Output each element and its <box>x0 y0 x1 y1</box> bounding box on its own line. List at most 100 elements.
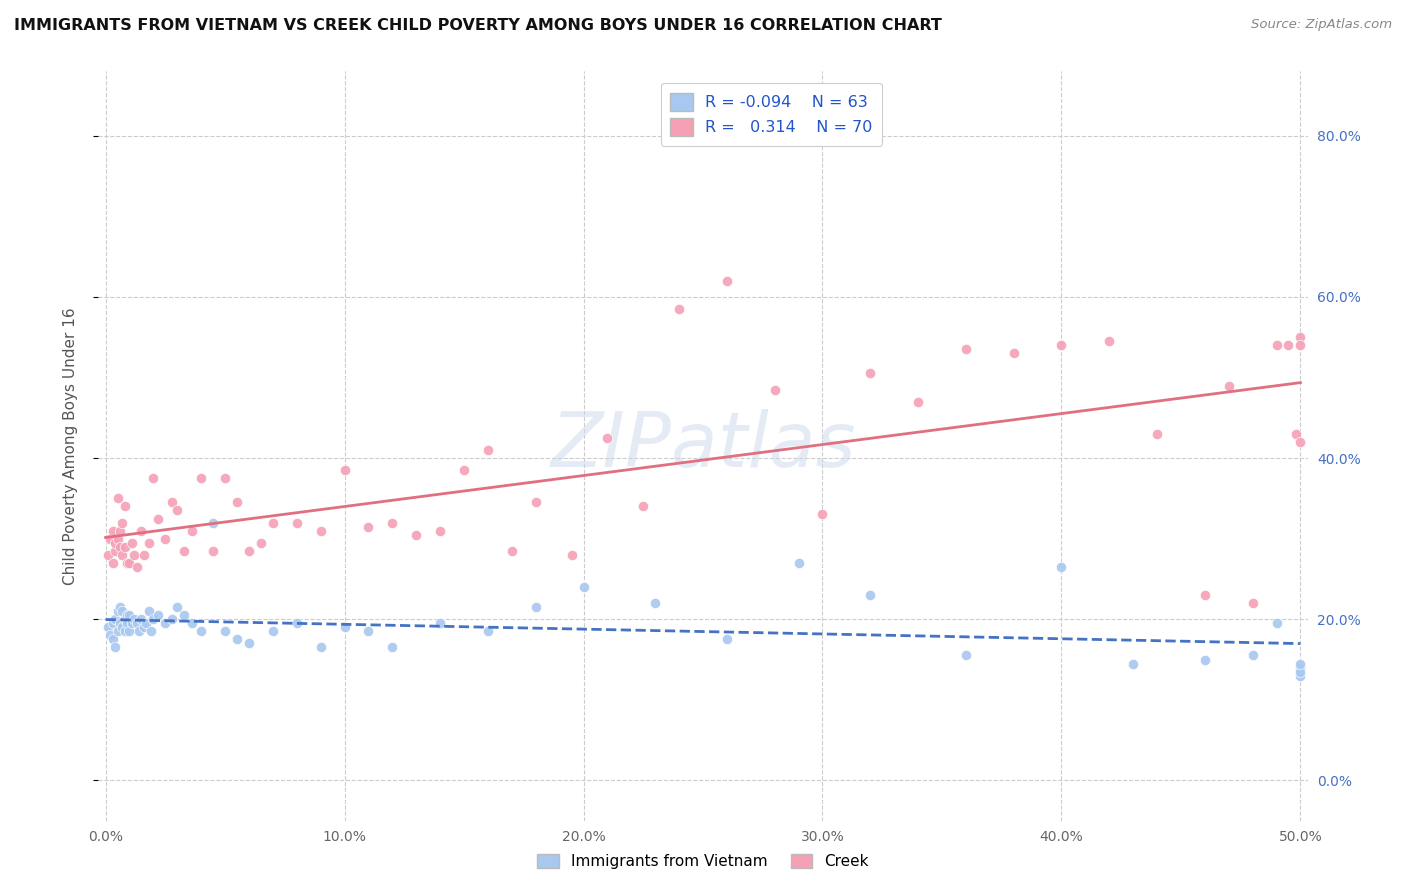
Point <box>121 616 143 631</box>
Point <box>262 624 284 639</box>
Point <box>561 548 583 562</box>
Point <box>101 632 124 647</box>
Point <box>226 495 249 509</box>
Point <box>104 535 127 549</box>
Point <box>107 604 129 618</box>
Point <box>262 516 284 530</box>
Point <box>155 616 177 631</box>
Point <box>122 548 145 562</box>
Point <box>118 608 141 623</box>
Point <box>125 559 148 574</box>
Point <box>1265 338 1288 352</box>
Point <box>162 495 184 509</box>
Point <box>114 540 136 554</box>
Point <box>238 543 260 558</box>
Point <box>114 624 136 639</box>
Point <box>907 394 929 409</box>
Point <box>166 503 188 517</box>
Point <box>1277 338 1299 352</box>
Y-axis label: Child Poverty Among Boys Under 16: Child Poverty Among Boys Under 16 <box>63 307 77 585</box>
Point <box>107 624 129 639</box>
Point <box>202 516 225 530</box>
Point <box>166 600 188 615</box>
Point <box>572 580 595 594</box>
Point <box>405 527 427 541</box>
Point <box>202 543 225 558</box>
Point <box>955 648 977 663</box>
Point <box>1289 338 1312 352</box>
Text: ZIPatlas: ZIPatlas <box>550 409 856 483</box>
Point <box>429 616 451 631</box>
Point <box>104 543 127 558</box>
Point <box>668 301 690 316</box>
Point <box>381 640 404 655</box>
Point <box>633 500 655 514</box>
Point <box>309 640 332 655</box>
Point <box>1285 426 1308 441</box>
Point <box>357 624 380 639</box>
Point <box>357 519 380 533</box>
Point <box>108 600 131 615</box>
Point <box>477 443 499 458</box>
Point <box>1265 616 1288 631</box>
Point <box>97 548 120 562</box>
Point <box>162 612 184 626</box>
Point <box>107 491 129 506</box>
Text: IMMIGRANTS FROM VIETNAM VS CREEK CHILD POVERTY AMONG BOYS UNDER 16 CORRELATION C: IMMIGRANTS FROM VIETNAM VS CREEK CHILD P… <box>14 18 942 33</box>
Point <box>811 508 834 522</box>
Point <box>131 612 153 626</box>
Point <box>104 612 127 626</box>
Point <box>111 620 134 634</box>
Point <box>125 616 148 631</box>
Point <box>115 608 138 623</box>
Point <box>1194 652 1216 666</box>
Point <box>1050 559 1073 574</box>
Point <box>121 535 143 549</box>
Point <box>285 616 308 631</box>
Point <box>524 495 547 509</box>
Point <box>1289 660 1312 674</box>
Point <box>108 524 131 538</box>
Point <box>101 524 124 538</box>
Point <box>238 636 260 650</box>
Point <box>122 612 145 626</box>
Point <box>146 608 169 623</box>
Point <box>429 524 451 538</box>
Point <box>108 616 131 631</box>
Point <box>1098 334 1121 349</box>
Point <box>1289 668 1312 682</box>
Point <box>101 616 124 631</box>
Point <box>596 431 619 445</box>
Point <box>333 463 356 477</box>
Point <box>104 640 127 655</box>
Point <box>118 556 141 570</box>
Point <box>190 624 212 639</box>
Point <box>114 612 136 626</box>
Point <box>285 516 308 530</box>
Legend: R = -0.094    N = 63, R =   0.314    N = 70: R = -0.094 N = 63, R = 0.314 N = 70 <box>661 83 883 145</box>
Point <box>1194 588 1216 602</box>
Point <box>1241 648 1264 663</box>
Legend: Immigrants from Vietnam, Creek: Immigrants from Vietnam, Creek <box>531 848 875 875</box>
Point <box>111 548 134 562</box>
Point <box>214 624 236 639</box>
Point <box>309 524 332 538</box>
Point <box>333 620 356 634</box>
Point <box>716 274 738 288</box>
Point <box>132 548 155 562</box>
Point <box>1002 346 1025 360</box>
Point <box>139 624 162 639</box>
Point <box>381 516 404 530</box>
Point <box>138 535 160 549</box>
Point <box>98 628 121 642</box>
Point <box>142 471 165 485</box>
Point <box>1218 378 1240 392</box>
Point <box>180 524 202 538</box>
Point <box>173 543 195 558</box>
Point <box>173 608 195 623</box>
Point <box>146 511 169 525</box>
Point <box>955 343 977 357</box>
Point <box>716 632 738 647</box>
Point <box>132 620 155 634</box>
Point <box>142 612 165 626</box>
